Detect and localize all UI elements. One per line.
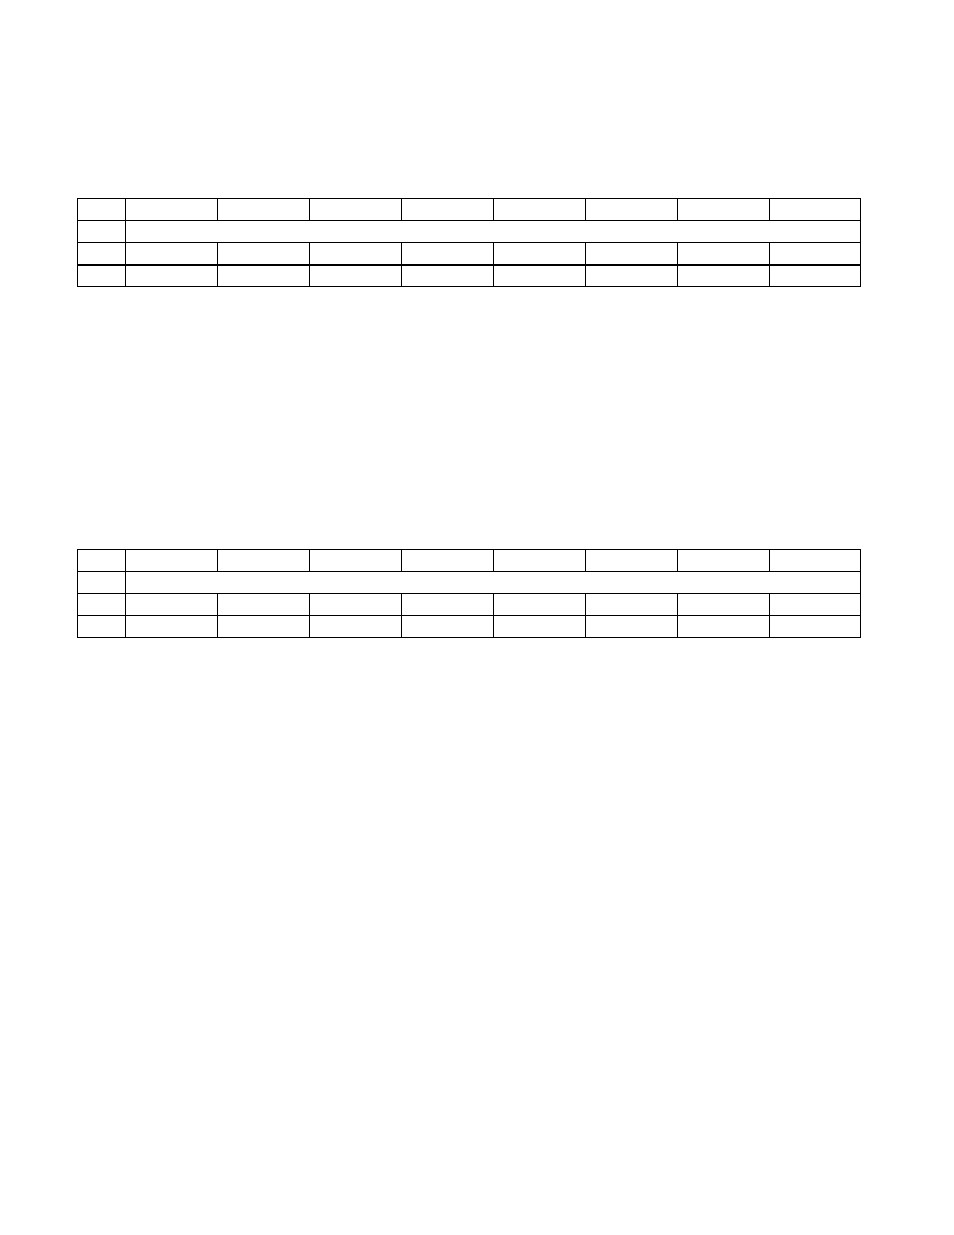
table-cell	[586, 550, 678, 572]
table-cell	[678, 243, 770, 265]
table-cell	[494, 550, 586, 572]
page: { "tables": [ { "name": "table1", "top":…	[0, 0, 954, 1235]
table-cell	[310, 616, 402, 638]
table-cell	[218, 594, 310, 616]
table-cell	[78, 199, 126, 221]
table-cell	[586, 594, 678, 616]
table-cell	[678, 550, 770, 572]
table-cell	[126, 550, 218, 572]
table-cell	[402, 199, 494, 221]
table-cell	[78, 572, 126, 594]
table-cell	[770, 243, 861, 265]
table-1	[77, 198, 861, 287]
table-cell-merged	[126, 572, 861, 594]
table-cell	[218, 616, 310, 638]
table-cell	[770, 616, 861, 638]
table-cell	[494, 243, 586, 265]
table-cell	[770, 199, 861, 221]
table-cell	[310, 550, 402, 572]
table-cell	[126, 616, 218, 638]
table-cell	[310, 594, 402, 616]
table-cell	[770, 265, 861, 287]
table-cell	[218, 550, 310, 572]
table-cell	[770, 550, 861, 572]
table-cell	[586, 265, 678, 287]
table-cell	[494, 616, 586, 638]
table-row	[78, 572, 861, 594]
table-cell	[678, 199, 770, 221]
table-cell	[402, 265, 494, 287]
table-cell	[494, 265, 586, 287]
table-cell	[586, 199, 678, 221]
table-cell	[310, 199, 402, 221]
table-cell	[402, 594, 494, 616]
table-cell	[678, 594, 770, 616]
table-cell	[218, 265, 310, 287]
table-row	[78, 594, 861, 616]
table-cell	[78, 616, 126, 638]
table-cell	[218, 199, 310, 221]
table-cell	[310, 265, 402, 287]
table-cell	[402, 616, 494, 638]
table-row	[78, 265, 861, 287]
table-cell	[126, 243, 218, 265]
table-cell	[678, 265, 770, 287]
table-cell	[218, 243, 310, 265]
table-cell	[126, 199, 218, 221]
table-cell	[310, 243, 402, 265]
table-cell-merged	[126, 221, 861, 243]
table-cell	[78, 594, 126, 616]
table-cell	[494, 594, 586, 616]
table-cell	[770, 594, 861, 616]
table-row	[78, 616, 861, 638]
table-cell	[78, 265, 126, 287]
table-cell	[78, 221, 126, 243]
table-cell	[126, 265, 218, 287]
table-row	[78, 199, 861, 221]
table-cell	[78, 243, 126, 265]
table-cell	[586, 616, 678, 638]
table-row	[78, 221, 861, 243]
table-row	[78, 243, 861, 265]
table-2	[77, 549, 861, 638]
table-cell	[494, 199, 586, 221]
table-cell	[678, 616, 770, 638]
table-row	[78, 550, 861, 572]
table-cell	[126, 594, 218, 616]
table-cell	[402, 550, 494, 572]
table-cell	[402, 243, 494, 265]
table-cell	[78, 550, 126, 572]
table-cell	[586, 243, 678, 265]
